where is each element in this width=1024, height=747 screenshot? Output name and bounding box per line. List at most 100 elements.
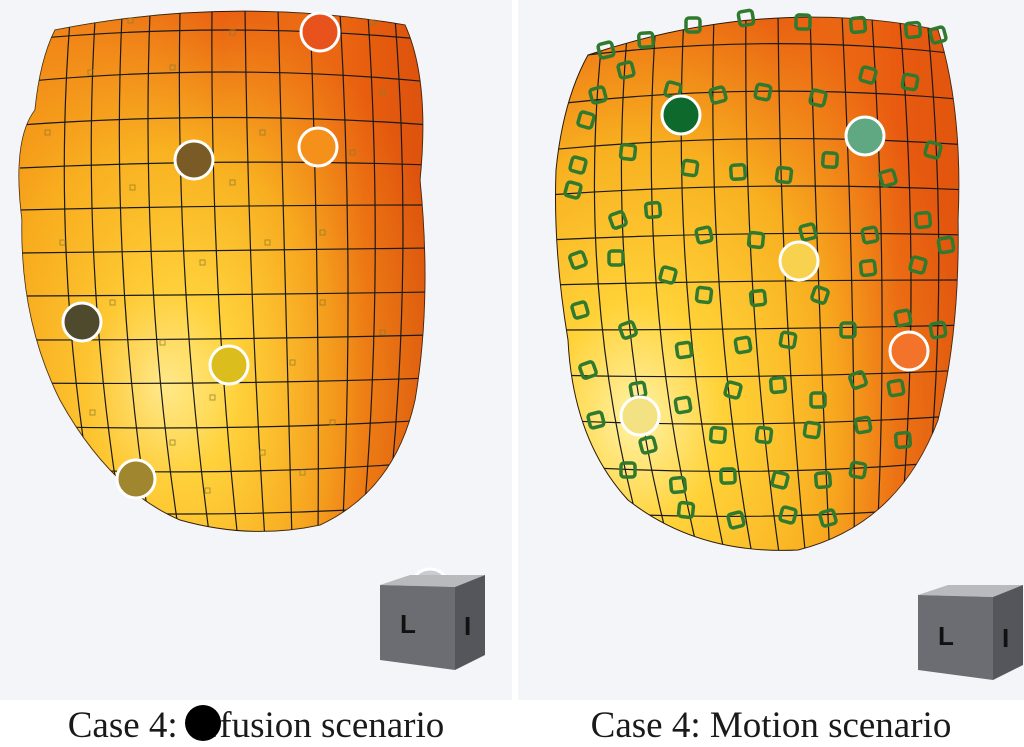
square-marker	[636, 30, 656, 50]
square-marker	[936, 235, 956, 255]
square-marker	[813, 470, 833, 490]
square-marker	[900, 72, 920, 92]
square-marker	[658, 265, 678, 285]
square-marker	[568, 155, 588, 175]
square-marker	[673, 395, 693, 415]
caption-prefix: Case 4:	[67, 705, 187, 746]
colored-circle-marker-5	[619, 395, 661, 437]
square-marker	[928, 320, 948, 340]
square-marker	[570, 300, 590, 320]
marker-group	[619, 94, 930, 437]
square-marker	[588, 85, 608, 105]
colored-circle-marker-3	[778, 240, 820, 282]
square-marker	[753, 82, 773, 102]
square-marker	[848, 370, 868, 390]
perfusion-heart-render: L I	[18, 10, 485, 670]
square-marker	[723, 380, 743, 400]
perfusion-caption: Case 4: rfusion scenario	[0, 704, 512, 747]
square-marker	[903, 20, 923, 40]
square-marker	[923, 140, 943, 160]
square-marker	[694, 285, 714, 305]
square-marker	[770, 470, 790, 490]
motion-panel: L I	[518, 0, 1024, 700]
cube-face-left-letter: L	[400, 609, 416, 639]
square-marker	[802, 420, 822, 440]
square-marker	[820, 150, 840, 170]
square-marker	[680, 158, 700, 178]
square-marker	[778, 330, 798, 350]
square-marker	[643, 200, 663, 220]
square-marker	[928, 25, 948, 45]
square-marker	[676, 500, 696, 520]
square-marker	[908, 255, 928, 275]
perfusion-panel: L I	[0, 0, 512, 700]
square-marker	[576, 110, 596, 130]
square-marker	[586, 410, 606, 430]
square-marker	[878, 168, 898, 188]
cube-face-right-letter: I	[464, 611, 471, 641]
motion-caption: Case 4: Motion scenario	[590, 705, 952, 746]
colored-circle-marker-3	[297, 126, 339, 168]
square-marker	[848, 15, 868, 35]
square-marker	[607, 249, 625, 267]
occluding-dot	[184, 705, 221, 741]
square-marker	[638, 435, 658, 455]
colored-circle-marker-4	[61, 301, 103, 343]
colored-circle-marker-2	[173, 139, 215, 181]
square-marker	[794, 13, 812, 31]
square-marker	[578, 360, 598, 380]
colored-circle-marker-1	[660, 94, 702, 136]
square-marker	[886, 378, 906, 398]
heart-surface	[18, 10, 426, 532]
square-marker	[563, 180, 583, 200]
square-marker	[616, 60, 636, 80]
square-marker	[568, 250, 588, 270]
square-marker	[733, 335, 753, 355]
square-marker	[754, 425, 774, 445]
square-marker	[913, 210, 933, 230]
square-marker	[848, 460, 868, 480]
square-marker	[748, 288, 768, 308]
orientation-cube: L I	[918, 585, 1023, 680]
cube-face-right-letter: I	[1002, 623, 1009, 653]
square-marker	[778, 505, 798, 525]
square-marker	[809, 391, 827, 409]
square-marker	[860, 225, 880, 245]
square-marker	[619, 461, 637, 479]
square-marker	[663, 80, 683, 100]
square-marker	[858, 258, 878, 278]
square-marker	[618, 320, 638, 340]
square-marker	[608, 210, 628, 230]
square-marker	[668, 475, 688, 495]
square-marker	[728, 162, 748, 182]
square-marker	[726, 510, 746, 530]
small-sensor-marks	[44, 17, 386, 494]
square-marker	[596, 40, 616, 60]
caption-suffix: rfusion scenario	[206, 705, 445, 746]
square-marker	[684, 16, 702, 34]
colored-circle-marker-1	[299, 11, 341, 53]
square-marker	[736, 8, 756, 28]
square-marker	[708, 85, 728, 105]
orientation-cube: L I	[380, 575, 485, 670]
colored-circle-marker-2	[844, 115, 886, 157]
motion-square-markers	[563, 8, 956, 530]
colored-circle-marker-5	[208, 344, 250, 386]
square-marker	[893, 308, 913, 328]
colored-circle-marker-6	[115, 458, 157, 500]
square-marker	[798, 222, 818, 242]
motion-heart-render: L I	[555, 8, 1023, 680]
cube-face-left-letter: L	[938, 621, 954, 651]
square-marker	[818, 508, 838, 528]
square-marker	[774, 165, 794, 185]
square-marker	[708, 425, 728, 445]
square-marker	[858, 65, 878, 85]
square-marker	[719, 467, 737, 485]
square-marker	[746, 230, 766, 250]
square-marker	[694, 225, 714, 245]
square-marker	[618, 142, 638, 162]
square-marker	[853, 415, 873, 435]
square-marker	[839, 321, 857, 339]
square-marker	[893, 430, 913, 450]
square-marker	[808, 88, 828, 108]
